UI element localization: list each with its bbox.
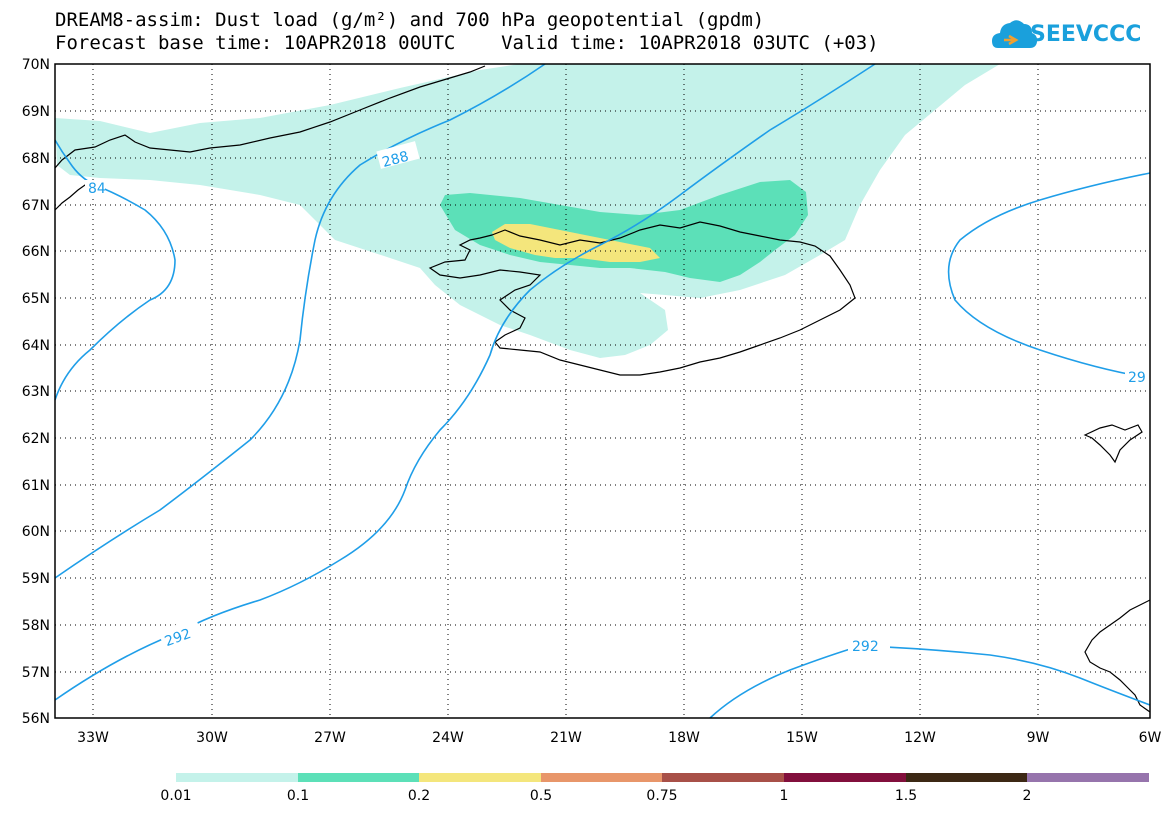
lat-label: 70N [22, 57, 50, 73]
lon-label: 6W [1139, 730, 1162, 746]
contour-288-east [54, 63, 876, 701]
lon-label: 33W [77, 730, 109, 746]
colorbar-label: 1 [780, 788, 789, 804]
colorbar-label: 0.2 [408, 788, 430, 804]
lat-label: 65N [22, 291, 50, 307]
contour-labels: 84 288 292 292 29 [85, 141, 1150, 655]
map-subtitle: Forecast base time: 10APR2018 00UTC Vali… [55, 32, 879, 54]
contour-label: 29 [1128, 370, 1146, 386]
lat-label: 62N [22, 431, 50, 447]
contour-292-east-upper [947, 172, 1151, 379]
colorbar-swatch [541, 773, 662, 782]
lat-label: 68N [22, 151, 50, 167]
lat-label: 56N [22, 711, 50, 727]
lon-label: 18W [668, 730, 700, 746]
colorbar-label: 0.1 [287, 788, 309, 804]
dust-field [55, 64, 1000, 358]
colorbar-label: 2 [1023, 788, 1032, 804]
lat-label: 58N [22, 618, 50, 634]
map-frame [54, 63, 1151, 719]
contour-288 [54, 63, 546, 579]
lon-label: 24W [432, 730, 464, 746]
geopotential-contours [54, 63, 1151, 719]
lon-label: 9W [1027, 730, 1050, 746]
lat-label: 59N [22, 571, 50, 587]
lat-label: 69N [22, 104, 50, 120]
latitude-labels: 70N 69N 68N 67N 66N 65N 64N 63N 62N 61N … [22, 57, 50, 727]
lat-label: 63N [22, 384, 50, 400]
grid-lines [55, 64, 1150, 718]
longitude-labels: 33W 30W 27W 24W 21W 18W 15W 12W 9W 6W [77, 730, 1161, 746]
colorbar-swatch [784, 773, 906, 782]
colorbar-swatch [176, 773, 298, 782]
lon-label: 12W [904, 730, 936, 746]
iceland-coast [428, 221, 856, 376]
colorbar [176, 773, 1149, 782]
colorbar-label: 0.75 [646, 788, 677, 804]
cloud-logo-icon [992, 20, 1038, 48]
lat-label: 60N [22, 524, 50, 540]
colorbar-label: 1.5 [895, 788, 917, 804]
contour-284-west [54, 139, 176, 401]
colorbar-swatch [419, 773, 541, 782]
colorbar-swatch [1027, 773, 1149, 782]
colorbar-label: 0.01 [160, 788, 191, 804]
lat-label: 66N [22, 244, 50, 260]
map-title: DREAM8-assim: Dust load (g/m²) and 700 h… [55, 9, 765, 31]
colorbar-swatch [906, 773, 1027, 782]
dust-area-0.2 [492, 224, 660, 262]
lon-label: 21W [550, 730, 582, 746]
colorbar-swatch [662, 773, 784, 782]
contour-label: 292 [852, 639, 879, 655]
lat-label: 67N [22, 198, 50, 214]
coastlines [54, 65, 1151, 713]
colorbar-labels: 0.01 0.1 0.2 0.5 0.75 1 1.5 2 [160, 788, 1031, 804]
scotland-coast [1084, 599, 1151, 713]
lon-label: 27W [314, 730, 346, 746]
colorbar-label: 0.5 [530, 788, 552, 804]
faroe-coast [1083, 424, 1143, 464]
colorbar-swatch [298, 773, 419, 782]
lat-label: 57N [22, 665, 50, 681]
lat-label: 61N [22, 478, 50, 494]
lon-label: 15W [786, 730, 818, 746]
contour-label: 288 [381, 149, 411, 171]
lat-label: 64N [22, 338, 50, 354]
lon-label: 30W [196, 730, 228, 746]
contour-292-lower [709, 645, 1151, 719]
contour-label: 84 [88, 181, 106, 197]
logo-text: SEEVCCC [1030, 22, 1142, 47]
